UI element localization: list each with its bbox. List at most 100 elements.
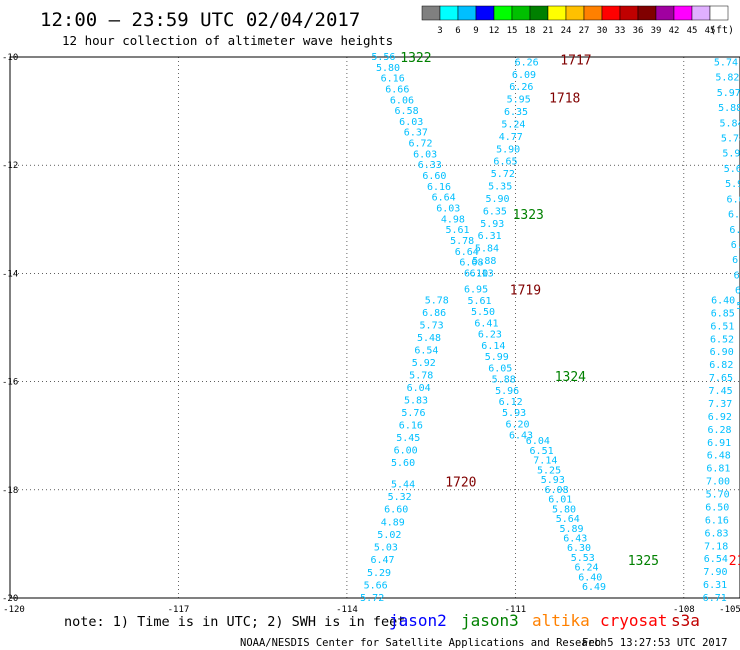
x-tick-label: -120 bbox=[3, 605, 25, 615]
swh-value: 5.35 bbox=[488, 182, 512, 193]
plot-frame bbox=[9, 56, 740, 599]
swh-value: 6.72 bbox=[408, 139, 432, 150]
swh-value: 5.88 bbox=[492, 375, 516, 386]
colorbar-label: 15 bbox=[507, 26, 518, 36]
satellite-legend: jason2 jason3 altika cryosat s3a bbox=[389, 611, 700, 630]
swh-value: 6.81 bbox=[706, 464, 730, 475]
swh-value: 6.52 bbox=[710, 334, 734, 345]
swh-value: 5.94 bbox=[722, 149, 740, 160]
colorbar-swatch bbox=[601, 5, 621, 21]
swh-value: 6.00 bbox=[727, 194, 740, 205]
chart-subtitle: 12 hour collection of altimeter wave hei… bbox=[62, 33, 393, 48]
satellite-cryosat: cryosat bbox=[600, 611, 667, 630]
swh-value: 6.40 bbox=[578, 572, 602, 583]
colorbar-label: 18 bbox=[525, 26, 536, 36]
colorbar-swatch bbox=[619, 5, 639, 21]
swh-value: 6.60 bbox=[422, 171, 446, 182]
colorbar-swatch bbox=[691, 5, 711, 21]
swh-value: 6.43 bbox=[509, 431, 533, 442]
swh-value: 6.31 bbox=[703, 580, 727, 591]
swh-value: 5.92 bbox=[412, 358, 436, 369]
swh-value: 5.72 bbox=[360, 593, 384, 604]
swh-value: 6.51 bbox=[530, 446, 554, 457]
swh-value: 5.24 bbox=[501, 119, 525, 130]
swh-value: 6.26 bbox=[509, 82, 533, 93]
swh-value: 7.14 bbox=[533, 456, 557, 467]
colorbar-swatch bbox=[673, 5, 693, 21]
swh-value: 6.95 bbox=[464, 285, 488, 296]
colorbar-label: 27 bbox=[579, 26, 590, 36]
swh-value: 5.93 bbox=[480, 219, 504, 230]
swh-value: 4.98 bbox=[441, 214, 465, 225]
colorbar-swatch bbox=[529, 5, 549, 21]
swh-value: 5.56 bbox=[371, 52, 395, 63]
x-tick-label: -105 bbox=[719, 605, 740, 615]
colorbar-swatch bbox=[511, 5, 531, 21]
y-tick-label: -16 bbox=[2, 378, 18, 388]
colorbar-label: 45 bbox=[705, 26, 716, 36]
colorbar-label: 12 bbox=[489, 26, 500, 36]
swh-value: 6.30 bbox=[567, 543, 591, 554]
swh-value: 6.64 bbox=[455, 247, 479, 258]
swh-value: 5.50 bbox=[471, 307, 495, 318]
swh-value: 6.35 bbox=[504, 107, 528, 118]
swh-value: 6.43 bbox=[563, 533, 587, 544]
colorbar-swatch bbox=[439, 5, 459, 21]
colorbar-swatch bbox=[709, 5, 729, 21]
swh-value: 6.41 bbox=[474, 318, 498, 329]
colorbar: 3 6 9 12 15 18 21 24 27 30 33 36 39 42 45 45 bbox=[421, 5, 729, 36]
colorbar-label: 3 bbox=[437, 26, 442, 36]
swh-value: 6.01 bbox=[548, 495, 572, 506]
swh-value: 5.72 bbox=[491, 169, 515, 180]
swh-value: 6.91 bbox=[707, 438, 731, 449]
swh-value: 6.24 bbox=[574, 563, 598, 574]
swh-value: 5.93 bbox=[502, 408, 526, 419]
swh-value: 4.77 bbox=[499, 132, 523, 143]
swh-value: 6.85 bbox=[711, 308, 735, 319]
swh-value: 7.00 bbox=[706, 477, 730, 488]
swh-value: 6.92 bbox=[708, 412, 732, 423]
pass-label: 1719 bbox=[510, 284, 541, 299]
swh-value: 5.03 bbox=[374, 543, 398, 554]
colorbar-label: 33 bbox=[615, 26, 626, 36]
swh-value: 5.71 bbox=[736, 301, 740, 312]
colorbar-label: 45 bbox=[687, 26, 698, 36]
swh-value: 6.66 bbox=[385, 84, 409, 95]
colorbar-swatch bbox=[547, 5, 567, 21]
swh-value: 6.48 bbox=[707, 451, 731, 462]
swh-value: 5.44 bbox=[391, 479, 415, 490]
colorbar-swatch bbox=[493, 5, 513, 21]
swh-value: 5.82 bbox=[715, 73, 739, 84]
y-tick-label: -10 bbox=[2, 53, 18, 63]
swh-value: 5.90 bbox=[486, 194, 510, 205]
swh-value: 6.14 bbox=[481, 341, 505, 352]
swh-value: 6.08 bbox=[545, 485, 569, 496]
swh-value: 5.80 bbox=[552, 504, 576, 515]
swh-value: 6.40 bbox=[711, 295, 735, 306]
swh-value: 6.68 bbox=[459, 258, 483, 269]
swh-value: 6.65 bbox=[493, 157, 517, 168]
pass-label: 1717 bbox=[560, 54, 591, 69]
x-tick-label: -108 bbox=[673, 605, 695, 615]
swh-value: 7.90 bbox=[703, 567, 727, 578]
swh-value: 5.78 bbox=[450, 236, 474, 247]
chart-title: 12:00 — 23:59 UTC 02/04/2017 bbox=[40, 9, 360, 31]
swh-value: 6.28 bbox=[707, 425, 731, 436]
satellite-altika: altika bbox=[532, 611, 590, 630]
swh-value: 6.16 bbox=[705, 515, 729, 526]
swh-value: 5.80 bbox=[376, 63, 400, 74]
colorbar-label: 42 bbox=[669, 26, 680, 36]
colorbar-swatch bbox=[457, 5, 477, 21]
swh-value: 6.10 bbox=[464, 268, 488, 279]
swh-value: 6.54 bbox=[704, 554, 728, 565]
satellite-s3a: s3a bbox=[671, 611, 700, 630]
swh-value: 5.61 bbox=[445, 225, 469, 236]
pass-label: 1322 bbox=[400, 51, 431, 66]
swh-value: 6.05 bbox=[488, 363, 512, 374]
swh-value: 5.02 bbox=[377, 530, 401, 541]
swh-value: 6.90 bbox=[710, 347, 734, 358]
swh-value: 6.47 bbox=[370, 555, 394, 566]
swh-value: 5.95 bbox=[507, 95, 531, 106]
swh-value: 4.89 bbox=[381, 517, 405, 528]
